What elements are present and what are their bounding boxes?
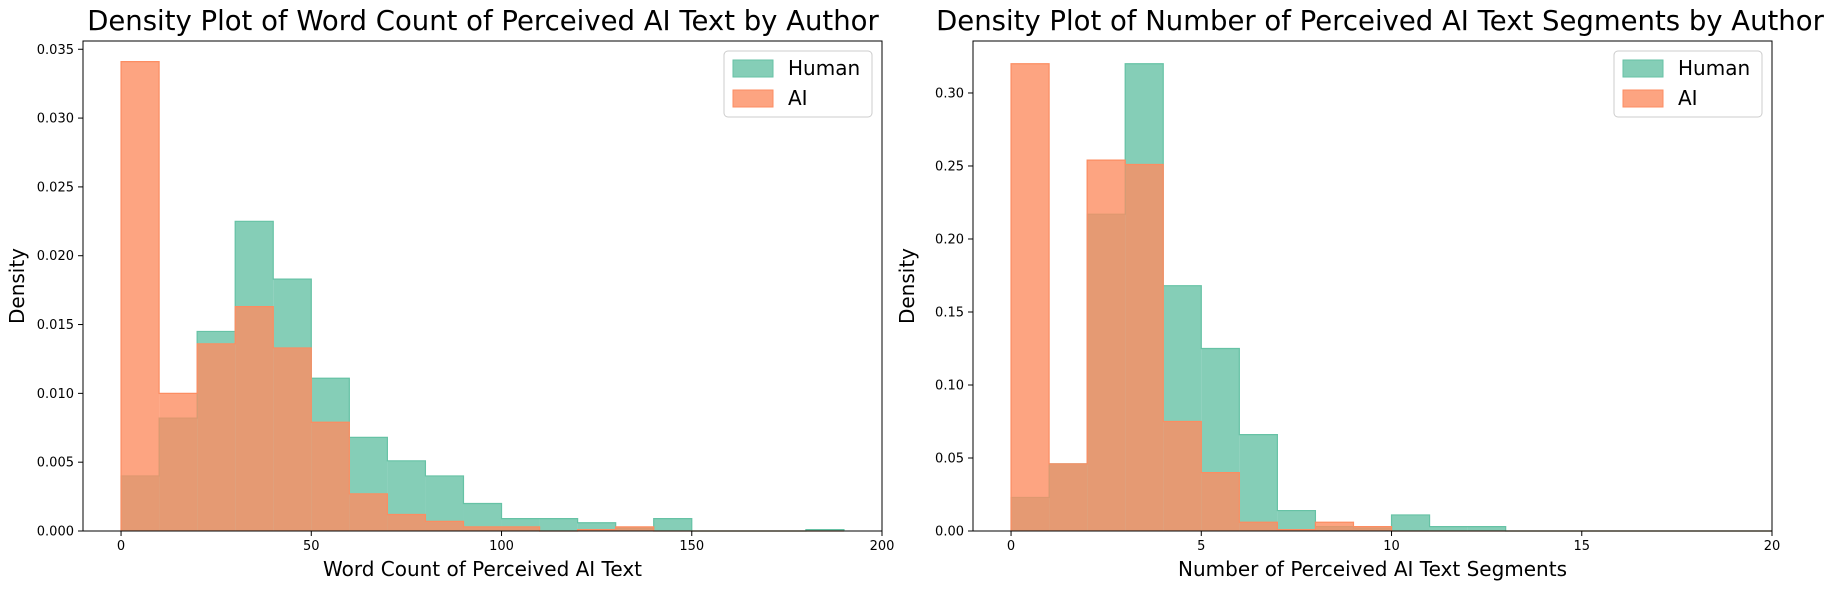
y-tick-label: 0.025 [37,180,74,195]
bar-ai [501,526,540,531]
legend-label-human: Human [788,56,860,80]
bar-human [1467,526,1506,531]
y-axis-label: Density [5,248,29,324]
bar-ai [197,343,236,531]
y-tick-label: 0.005 [37,456,74,471]
bar-ai [463,526,502,531]
bar-ai [1011,63,1050,532]
legend-label-human: Human [1678,56,1750,80]
x-tick-label: 150 [679,539,704,554]
bar-ai [1163,421,1202,531]
x-tick-label: 20 [1764,539,1781,554]
x-tick-label: 50 [303,539,320,554]
bar-human [1391,514,1430,531]
legend-swatch-ai [1622,89,1664,108]
bar-ai [273,347,312,531]
bar-human [539,518,578,531]
bar-human [1429,526,1468,531]
series-ai [120,61,844,532]
y-tick-label: 0.10 [935,378,964,393]
bar-human [653,518,692,531]
axes-frame [972,40,1773,532]
legend: Human AI [723,50,873,118]
x-axis-label: Number of Perceived AI Text Segments [1178,557,1567,581]
bar-ai [1277,529,1316,531]
bar-human [1239,434,1278,531]
bar-ai [425,521,464,531]
bar-human [577,522,616,531]
bar-ai [1353,526,1392,531]
y-tick-label: 0.010 [37,387,74,402]
legend-swatch-human [732,59,774,78]
axes-frame [82,40,883,532]
bar-ai [349,493,388,531]
series-outline-ai [120,61,844,532]
bar-ai [615,526,654,531]
bar-ai [235,306,274,531]
legend-label-ai: AI [1678,86,1698,110]
bar-human [805,529,844,531]
y-axis-label: Density [895,248,919,324]
x-tick-label: 0 [117,539,125,554]
legend-label-ai: AI [788,86,808,110]
bar-ai [387,514,426,531]
chart-0: 0 50 100 150 200 0.000 0.005 0.010 0.015 0.020 0.0… [5,5,894,581]
series-ai [1010,63,1772,532]
chart-1: 0 5 10 15 20 0.00 0.05 0.10 0.15 0.20 0.25 0.30 Dens… [895,5,1825,581]
y-tick-label: 0.030 [37,112,74,127]
y-tick-label: 0.20 [935,232,964,247]
x-tick-label: 0 [1007,539,1015,554]
y-tick-label: 0.000 [37,525,74,540]
legend-swatch-ai [732,89,774,108]
bar-ai [1315,522,1354,531]
y-tick-label: 0.035 [37,43,74,58]
bar-ai [1049,463,1088,531]
y-tick-label: 0.25 [935,159,964,174]
y-tick-label: 0.00 [935,525,964,540]
bar-ai [1125,164,1164,532]
y-tick-label: 0.015 [37,318,74,333]
y-tick-label: 0.020 [37,249,74,264]
bar-ai [311,422,350,531]
bar-ai [1087,160,1126,531]
chart-title: Density Plot of Number of Perceived AI T… [936,5,1824,37]
bar-ai [1239,522,1278,531]
bar-human [1277,510,1316,531]
x-axis-label: Word Count of Perceived AI Text [323,557,642,581]
bar-ai [121,61,160,532]
x-tick-label: 5 [1197,539,1205,554]
x-tick-label: 15 [1573,539,1590,554]
legend-swatch-human [1622,59,1664,78]
x-tick-label: 100 [489,539,514,554]
y-tick-label: 0.05 [935,451,964,466]
x-tick-label: 200 [870,539,895,554]
legend: Human AI [1613,50,1763,118]
x-tick-label: 10 [1383,539,1400,554]
y-tick-label: 0.30 [935,86,964,101]
bar-ai [1201,472,1240,531]
y-tick-label: 0.15 [935,305,964,320]
bar-ai [577,529,616,531]
bar-ai [159,393,198,531]
chart-title: Density Plot of Word Count of Perceived … [87,5,879,37]
